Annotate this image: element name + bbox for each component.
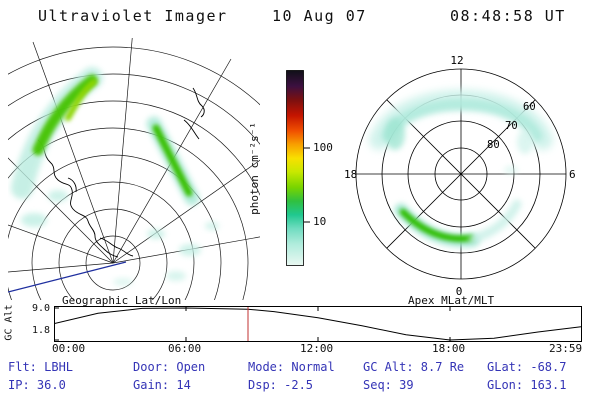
colorbar-tick-100: 100 [313, 141, 333, 154]
colorbar-axis-label: photon cm⁻²s⁻¹ [244, 70, 264, 266]
gcalt-axis-label-text: GC Alt [3, 303, 15, 341]
status-glon: GLon: 163.1 [487, 378, 567, 392]
gcalt-axis-label: GC Alt [0, 302, 18, 342]
apex-aurora [369, 89, 553, 248]
gcalt-ymin: 1.8 [31, 325, 50, 336]
status-gain: Gain: 14 [133, 378, 191, 392]
apex-map: 12 0 18 6 60 70 80 [344, 54, 576, 298]
geo-panel-title: Geographic Lat/Lon [62, 294, 182, 307]
colorbar-tick-10: 10 [313, 215, 327, 228]
mlt-label-0: 0 [456, 285, 463, 298]
coastlines [37, 87, 205, 258]
colorbar-axis-label-text: photon cm⁻²s⁻¹ [247, 121, 261, 215]
header-date: 10 Aug 07 [272, 7, 367, 25]
status-dsp: Dsp: -2.5 [248, 378, 314, 392]
status-seq: Seq: 39 [363, 378, 414, 392]
mlat-ring-70: 70 [505, 120, 518, 132]
gcalt-ymax: 9.0 [31, 303, 50, 314]
mlt-label-12: 12 [450, 54, 463, 67]
mlat-ring-80: 80 [487, 139, 500, 151]
status-glat: GLat: -68.7 [487, 360, 567, 374]
apex-panel-title: Apex MLat/MLT [408, 294, 495, 307]
mlt-label-18: 18 [344, 168, 357, 181]
colorbar [286, 70, 310, 266]
xtick-0000: 00:00 [52, 342, 86, 355]
status-ip: IP: 36.0 [8, 378, 66, 392]
header-time: 08:48:58 UT [450, 7, 566, 25]
geo-aurora [11, 67, 219, 286]
status-mode: Mode: Normal [248, 360, 335, 374]
altitude-plot [54, 306, 582, 342]
spacecraft-track-line [8, 261, 127, 293]
mlat-ring-60: 60 [523, 101, 536, 113]
status-gcalt: GC Alt: 8.7 Re [363, 360, 465, 374]
xtick-2359: 23:59 [549, 342, 583, 355]
xtick-0600: 06:00 [168, 342, 202, 355]
xtick-1200: 12:00 [300, 342, 334, 355]
altitude-curve [54, 307, 582, 341]
status-flt: Flt: LBHL [8, 360, 74, 374]
mlt-label-6: 6 [569, 168, 576, 181]
altitude-plot-ticks [54, 306, 451, 342]
xtick-1800: 18:00 [432, 342, 466, 355]
app-title: Ultraviolet Imager [38, 7, 228, 25]
status-door: Door: Open [133, 360, 206, 374]
geographic-map [8, 38, 260, 300]
geo-grid [8, 38, 260, 300]
